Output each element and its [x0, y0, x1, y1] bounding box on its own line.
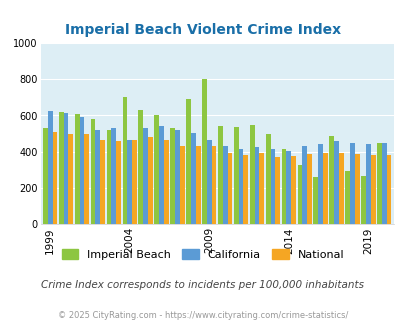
Bar [48, 111, 52, 224]
Bar [306, 154, 311, 224]
Bar [68, 134, 73, 224]
Bar [313, 177, 318, 224]
Bar [195, 147, 200, 224]
Bar [179, 147, 184, 224]
Bar [59, 112, 64, 224]
Bar [338, 153, 343, 224]
Legend: Imperial Beach, California, National: Imperial Beach, California, National [57, 245, 348, 264]
Bar [360, 176, 365, 224]
Bar [376, 143, 381, 224]
Bar [207, 140, 211, 224]
Bar [238, 149, 243, 224]
Bar [202, 79, 207, 224]
Text: Imperial Beach Violent Crime Index: Imperial Beach Violent Crime Index [65, 23, 340, 37]
Text: © 2025 CityRating.com - https://www.cityrating.com/crime-statistics/: © 2025 CityRating.com - https://www.city… [58, 311, 347, 320]
Bar [111, 128, 116, 224]
Bar [281, 149, 286, 224]
Bar [365, 144, 370, 224]
Bar [170, 128, 175, 224]
Bar [100, 140, 105, 224]
Bar [265, 134, 270, 224]
Bar [132, 140, 136, 224]
Bar [344, 171, 349, 224]
Bar [64, 113, 68, 224]
Bar [143, 128, 148, 224]
Bar [75, 114, 79, 224]
Bar [318, 144, 322, 224]
Bar [84, 134, 89, 224]
Bar [233, 127, 238, 224]
Bar [211, 147, 216, 224]
Bar [154, 115, 159, 224]
Bar [90, 119, 95, 224]
Bar [127, 140, 132, 224]
Bar [186, 99, 190, 224]
Bar [249, 124, 254, 224]
Bar [148, 137, 152, 224]
Bar [243, 154, 247, 224]
Bar [52, 132, 57, 224]
Bar [286, 151, 290, 224]
Bar [164, 140, 168, 224]
Bar [370, 155, 375, 224]
Bar [381, 143, 386, 224]
Bar [290, 156, 295, 224]
Bar [328, 136, 333, 224]
Bar [159, 126, 164, 224]
Bar [302, 147, 306, 224]
Bar [227, 153, 232, 224]
Bar [270, 149, 275, 224]
Bar [122, 97, 127, 224]
Bar [297, 165, 302, 224]
Bar [254, 147, 259, 224]
Bar [116, 141, 121, 224]
Bar [175, 130, 179, 224]
Bar [138, 110, 143, 224]
Bar [95, 130, 100, 224]
Bar [322, 153, 327, 224]
Bar [259, 153, 264, 224]
Bar [354, 154, 359, 224]
Bar [333, 141, 338, 224]
Bar [190, 133, 195, 224]
Bar [107, 130, 111, 224]
Bar [386, 154, 390, 224]
Bar [349, 143, 354, 224]
Bar [79, 117, 84, 224]
Text: Crime Index corresponds to incidents per 100,000 inhabitants: Crime Index corresponds to incidents per… [41, 280, 364, 290]
Bar [43, 128, 48, 224]
Bar [275, 157, 279, 224]
Bar [217, 126, 222, 224]
Bar [222, 147, 227, 224]
